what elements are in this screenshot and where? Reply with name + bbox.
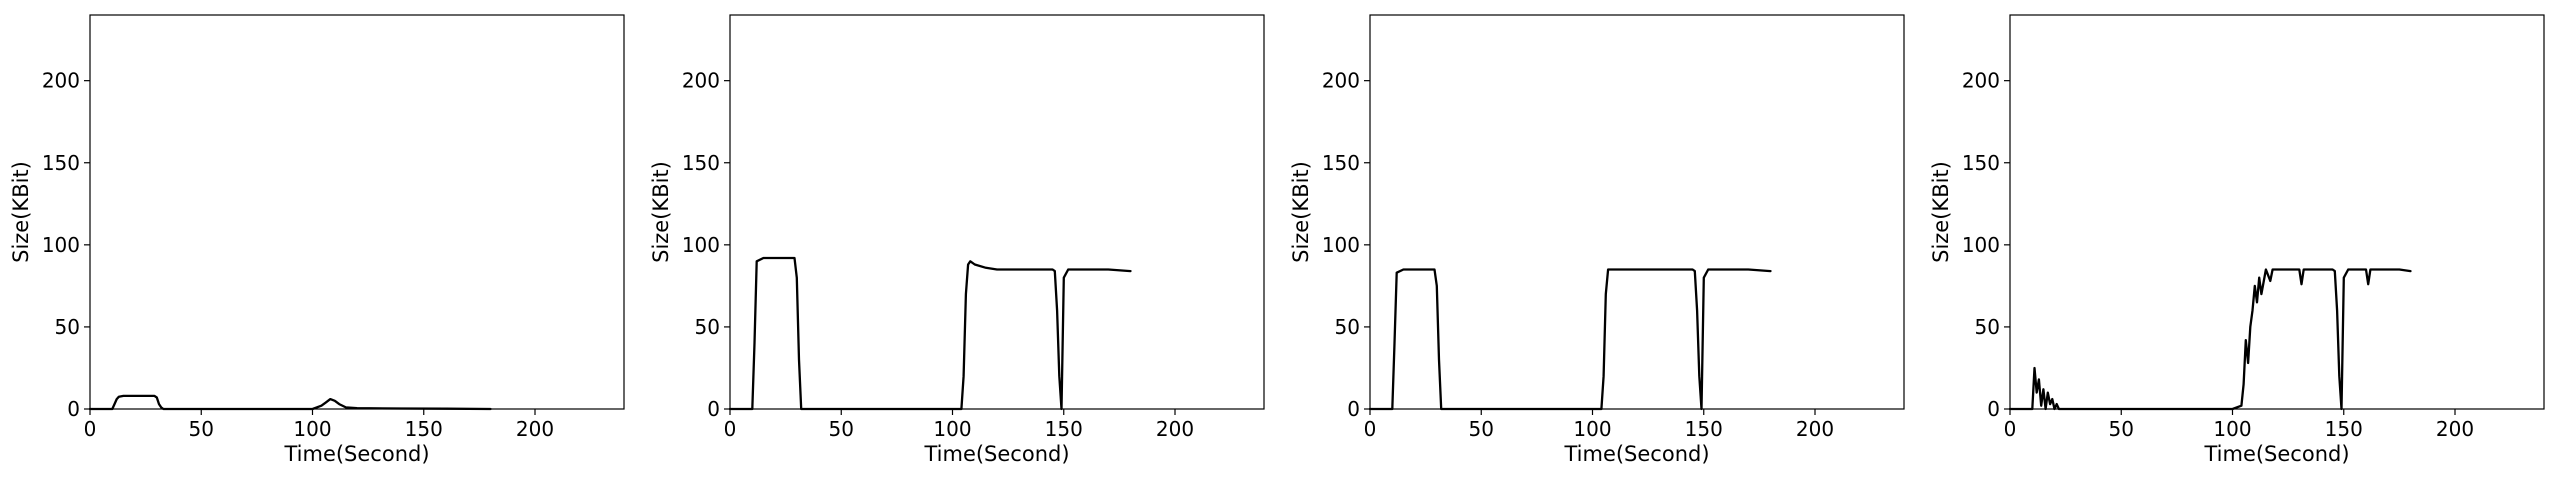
y-tick-label: 200 [682, 69, 720, 93]
x-tick-label: 200 [516, 417, 554, 441]
x-tick-label: 200 [2436, 417, 2474, 441]
x-tick-label: 0 [2004, 417, 2017, 441]
y-axis-label: Size(KBit) [1929, 161, 1953, 263]
axes-frame [89, 14, 625, 410]
y-tick-label: 200 [1322, 69, 1360, 93]
y-tick-label: 0 [1347, 397, 1360, 421]
x-tick-label: 150 [2325, 417, 2363, 441]
x-axis-label: Time(Second) [923, 442, 1069, 466]
y-tick-label: 0 [67, 397, 80, 421]
chart-panel-2: 0 50 100 150 200 0 50 100 150 200 Time(Second) Size… [649, 14, 1265, 466]
y-tick-label: 100 [42, 233, 80, 257]
x-axis-label: Time(Second) [1563, 442, 1709, 466]
y-tick-label: 0 [1987, 397, 2000, 421]
y-tick-label: 100 [682, 233, 720, 257]
y-tick-label: 50 [55, 315, 80, 339]
y-axis-label: Size(KBit) [9, 161, 33, 263]
x-tick-label: 0 [84, 417, 97, 441]
chart-panel-4: 0 50 100 150 200 0 50 100 150 200 Time(Second) Size… [1929, 14, 2545, 466]
x-tick-label: 0 [724, 417, 737, 441]
y-tick-label: 50 [1335, 315, 1360, 339]
y-axis-label: Size(KBit) [649, 161, 673, 263]
y-tick-label: 100 [1322, 233, 1360, 257]
y-axis-label: Size(KBit) [1289, 161, 1313, 263]
y-tick-label: 150 [1322, 151, 1360, 175]
x-tick-label: 100 [2213, 417, 2251, 441]
y-tick-label: 150 [682, 151, 720, 175]
axes-frame [1369, 14, 1905, 410]
chart-panel-1: 0 50 100 150 200 0 50 100 150 200 Time(Second) Size… [9, 14, 625, 466]
axes-frame [729, 14, 1265, 410]
series-line-1 [2008, 268, 2412, 411]
x-tick-label: 50 [2109, 417, 2134, 441]
x-tick-label: 50 [829, 417, 854, 441]
x-tick-label: 0 [1364, 417, 1377, 441]
x-axis-label: Time(Second) [2203, 442, 2349, 466]
y-tick-label: 50 [695, 315, 720, 339]
y-tick-label: 150 [42, 151, 80, 175]
x-tick-label: 50 [189, 417, 214, 441]
x-axis-label: Time(Second) [283, 442, 429, 466]
x-tick-label: 200 [1156, 417, 1194, 441]
y-tick-label: 100 [1962, 233, 2000, 257]
y-tick-label: 150 [1962, 151, 2000, 175]
y-tick-label: 0 [707, 397, 720, 421]
x-tick-label: 150 [405, 417, 443, 441]
x-tick-label: 150 [1045, 417, 1083, 441]
x-tick-label: 100 [933, 417, 971, 441]
x-tick-label: 150 [1685, 417, 1723, 441]
x-tick-label: 50 [1469, 417, 1494, 441]
chart-panel-3: 0 50 100 150 200 0 50 100 150 200 Time(Second) Size… [1289, 14, 1905, 466]
x-tick-label: 100 [293, 417, 331, 441]
x-tick-label: 100 [1573, 417, 1611, 441]
y-tick-label: 50 [1975, 315, 2000, 339]
series-line-1 [728, 256, 1132, 411]
y-tick-label: 200 [42, 69, 80, 93]
series-line-1 [1368, 268, 1772, 411]
x-tick-label: 200 [1796, 417, 1834, 441]
y-tick-label: 200 [1962, 69, 2000, 93]
axes-frame [2009, 14, 2545, 410]
